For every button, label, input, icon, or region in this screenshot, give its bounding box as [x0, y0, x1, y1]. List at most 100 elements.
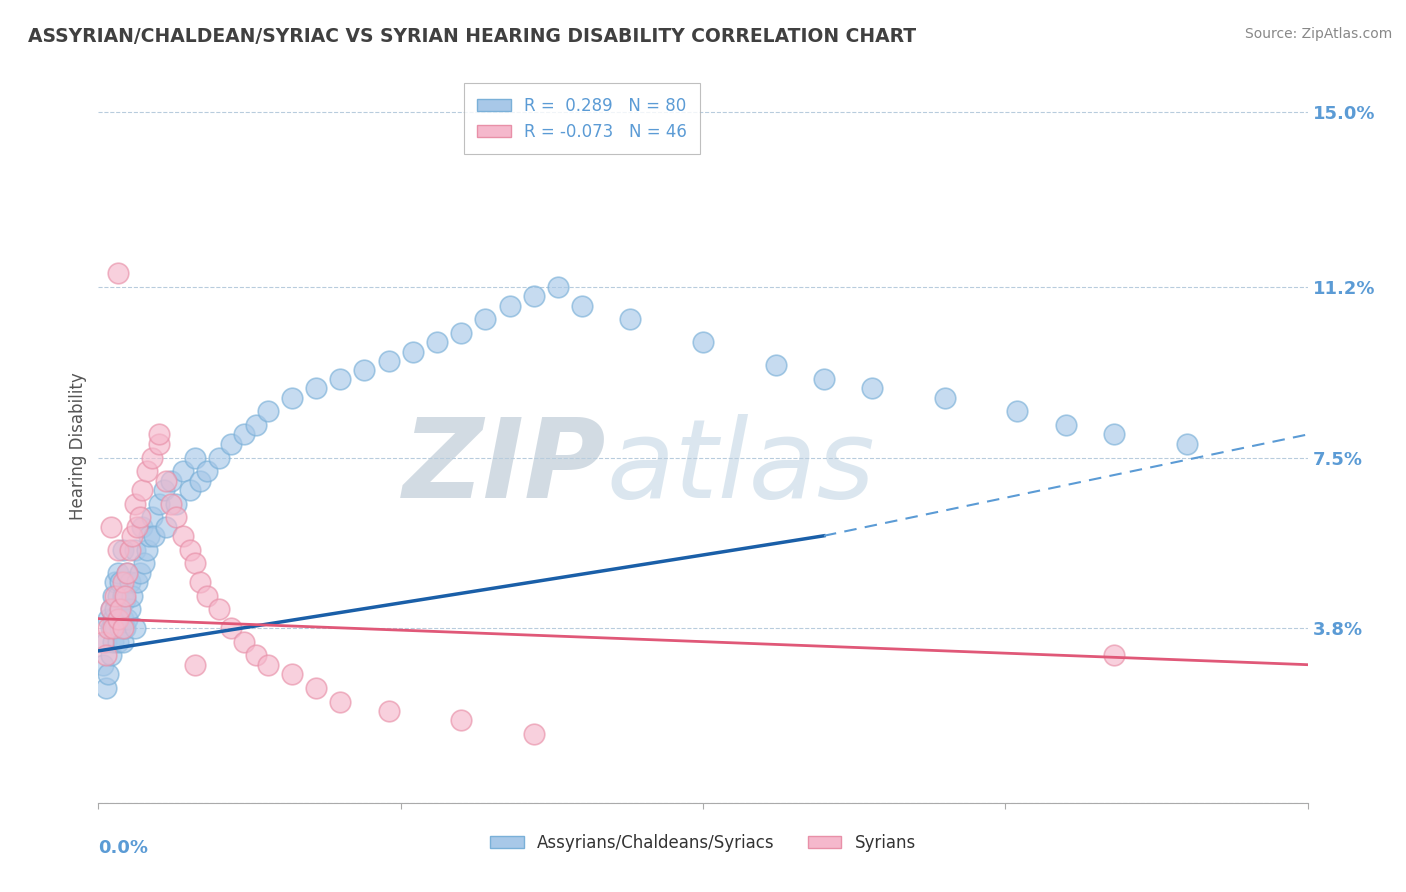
Point: [101, 621, 124, 635]
Point: [128, 510, 150, 524]
Point: [104, 589, 127, 603]
Point: [172, 529, 194, 543]
Point: [107, 612, 129, 626]
Point: [97, 621, 120, 635]
Point: [124, 621, 146, 635]
Point: [813, 372, 835, 386]
Point: [474, 312, 496, 326]
Point: [329, 372, 352, 386]
Point: [107, 634, 129, 648]
Point: [208, 450, 231, 465]
Point: [121, 589, 143, 603]
Point: [118, 542, 141, 557]
Point: [498, 299, 520, 313]
Point: [121, 529, 143, 543]
Point: [152, 483, 174, 497]
Point: [426, 335, 449, 350]
Point: [100, 602, 122, 616]
Point: [108, 602, 131, 616]
Point: [108, 602, 131, 616]
Point: [101, 634, 124, 648]
Text: ZIP: ZIP: [402, 414, 606, 521]
Point: [195, 589, 218, 603]
Point: [148, 497, 170, 511]
Point: [232, 427, 254, 442]
Point: [188, 474, 211, 488]
Y-axis label: Hearing Disability: Hearing Disability: [69, 372, 87, 520]
Point: [221, 621, 243, 635]
Point: [184, 450, 207, 465]
Text: atlas: atlas: [606, 414, 875, 521]
Point: [450, 713, 472, 727]
Point: [765, 359, 787, 373]
Point: [165, 510, 187, 524]
Point: [245, 648, 267, 663]
Point: [329, 694, 352, 708]
Point: [114, 589, 136, 603]
Point: [184, 557, 207, 571]
Point: [91, 657, 114, 672]
Point: [1054, 418, 1077, 433]
Point: [377, 354, 399, 368]
Point: [100, 648, 122, 663]
Point: [1007, 404, 1029, 418]
Point: [281, 391, 304, 405]
Point: [111, 621, 134, 635]
Point: [571, 299, 593, 313]
Point: [179, 483, 201, 497]
Point: [100, 621, 122, 635]
Point: [107, 566, 129, 580]
Point: [94, 634, 117, 648]
Point: [118, 574, 141, 589]
Point: [165, 497, 187, 511]
Point: [143, 529, 166, 543]
Point: [141, 450, 163, 465]
Point: [619, 312, 641, 326]
Point: [305, 381, 328, 395]
Point: [114, 621, 136, 635]
Point: [547, 280, 569, 294]
Point: [111, 574, 134, 589]
Point: [256, 657, 278, 672]
Point: [111, 589, 134, 603]
Point: [934, 391, 956, 405]
Point: [117, 566, 139, 580]
Point: [100, 602, 122, 616]
Point: [148, 436, 170, 450]
Point: [127, 574, 149, 589]
Point: [111, 542, 134, 557]
Point: [107, 542, 129, 557]
Point: [107, 589, 129, 603]
Point: [155, 474, 177, 488]
Point: [117, 612, 139, 626]
Point: [111, 612, 134, 626]
Point: [305, 681, 328, 695]
Point: [118, 602, 141, 616]
Point: [124, 542, 146, 557]
Point: [131, 483, 153, 497]
Legend: Assyrians/Chaldeans/Syriacs, Syrians: Assyrians/Chaldeans/Syriacs, Syrians: [484, 828, 922, 859]
Point: [160, 497, 183, 511]
Point: [160, 474, 183, 488]
Point: [148, 427, 170, 442]
Point: [1102, 648, 1125, 663]
Point: [245, 418, 267, 433]
Point: [221, 436, 243, 450]
Point: [100, 519, 122, 533]
Point: [128, 566, 150, 580]
Point: [155, 519, 177, 533]
Point: [692, 335, 714, 350]
Point: [450, 326, 472, 341]
Point: [117, 566, 139, 580]
Point: [104, 602, 127, 616]
Point: [141, 510, 163, 524]
Point: [172, 464, 194, 478]
Text: Source: ZipAtlas.com: Source: ZipAtlas.com: [1244, 27, 1392, 41]
Point: [353, 363, 375, 377]
Point: [108, 574, 131, 589]
Point: [101, 589, 124, 603]
Point: [1175, 436, 1198, 450]
Point: [188, 574, 211, 589]
Point: [94, 681, 117, 695]
Point: [523, 289, 546, 303]
